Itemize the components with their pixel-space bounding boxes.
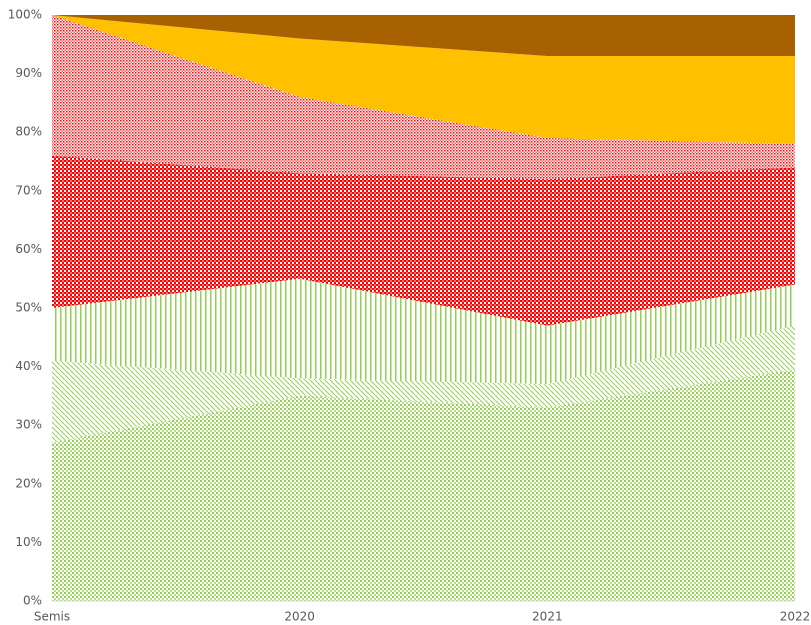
y-tick-label: 80% xyxy=(15,125,42,139)
area xyxy=(52,325,795,443)
x-tick-label: 2021 xyxy=(532,610,563,624)
x-tick-label: 2022 xyxy=(780,610,811,624)
y-tick-label: 50% xyxy=(15,301,42,315)
y-tick-label: 60% xyxy=(15,242,42,256)
area xyxy=(52,155,795,326)
area xyxy=(52,15,795,144)
area xyxy=(52,15,795,180)
y-tick-label: 10% xyxy=(15,535,42,549)
x-tick-label: 2020 xyxy=(284,610,315,624)
y-tick-label: 40% xyxy=(15,359,42,373)
y-tick-label: 0% xyxy=(23,594,42,608)
y-tick-label: 70% xyxy=(15,183,42,197)
y-tick-label: 100% xyxy=(8,8,42,22)
y-tick-label: 30% xyxy=(15,418,42,432)
area xyxy=(52,278,795,385)
x-tick-label: Semis xyxy=(34,610,70,624)
y-tick-label: 90% xyxy=(15,66,42,80)
y-tick-label: 20% xyxy=(15,476,42,490)
area xyxy=(52,369,795,601)
area xyxy=(52,15,795,57)
